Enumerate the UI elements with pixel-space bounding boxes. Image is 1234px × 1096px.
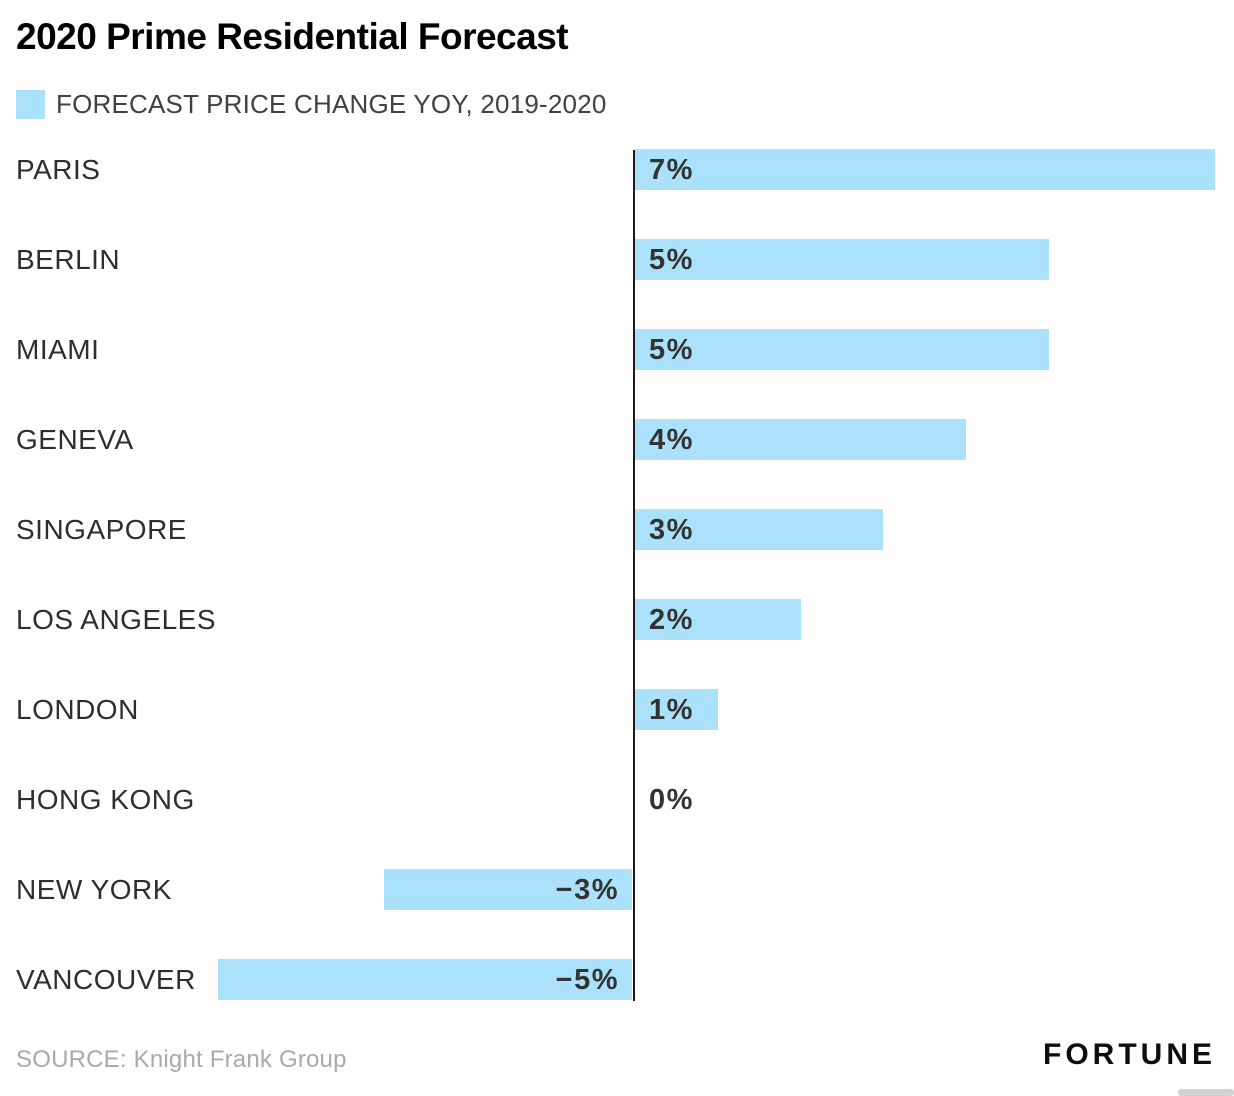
legend-label: FORECAST PRICE CHANGE YOY, 2019-2020 <box>56 89 607 119</box>
value-label: −5% <box>555 964 619 996</box>
value-label: −3% <box>555 874 619 906</box>
value-label: 7% <box>649 154 694 186</box>
bar-miami <box>635 329 1049 370</box>
value-label: 2% <box>649 604 694 636</box>
bar-singapore <box>635 509 884 550</box>
category-label: LOS ANGELES <box>16 604 217 635</box>
bar-vancouver <box>218 959 632 1000</box>
source-note: SOURCE: Knight Frank Group <box>16 1046 347 1073</box>
zero-axis-line <box>633 150 635 1001</box>
value-label: 3% <box>649 514 694 546</box>
fortune-logo: FORTUNE <box>1043 1038 1216 1071</box>
bar-los-angeles <box>635 599 801 640</box>
category-label: SINGAPORE <box>16 514 187 545</box>
category-label: NEW YORK <box>16 874 172 905</box>
category-label: MIAMI <box>16 334 100 365</box>
chart-title: 2020 Prime Residential Forecast <box>16 16 569 57</box>
value-label: 1% <box>649 694 694 726</box>
bar-london <box>635 689 718 730</box>
bar-new-york <box>383 869 632 910</box>
bar-paris <box>635 149 1215 190</box>
scrollbar-fragment[interactable] <box>1178 1089 1234 1096</box>
value-label: 4% <box>649 424 694 456</box>
bar-geneva <box>635 419 967 460</box>
value-label: 0% <box>649 784 694 816</box>
value-label: 5% <box>649 334 694 366</box>
category-label: GENEVA <box>16 424 134 455</box>
category-label: LONDON <box>16 694 139 725</box>
legend-swatch-icon <box>16 90 45 119</box>
value-label: 5% <box>649 244 694 276</box>
category-label: HONG KONG <box>16 784 195 815</box>
bar-berlin <box>635 239 1049 280</box>
category-label: VANCOUVER <box>16 964 196 995</box>
plot-area: PARIS 7% BERLIN 5% MIAMI 5% GENEVA 4% SINGAPORE 3… <box>0 140 1234 1020</box>
category-label: BERLIN <box>16 244 121 275</box>
category-label: PARIS <box>16 154 101 185</box>
legend: FORECAST PRICE CHANGE YOY, 2019-2020 <box>16 89 607 120</box>
